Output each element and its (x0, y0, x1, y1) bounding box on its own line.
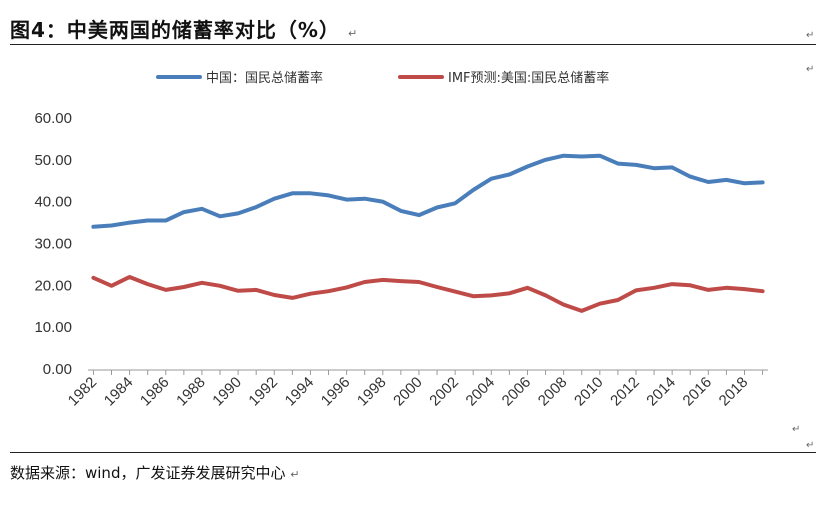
legend-label-china: 中国：国民总储蓄率 (206, 70, 323, 86)
x-tick-label: 2000 (390, 374, 426, 410)
x-tick-label: 2016 (680, 374, 716, 410)
x-tick-label: 2006 (499, 374, 535, 410)
x-tick-label: 2014 (643, 374, 679, 410)
y-tick-label: 20.00 (34, 277, 72, 294)
y-axis: 0.00 10.00 20.00 30.00 40.00 50.00 60.00 (34, 110, 72, 378)
x-tick-label: 1992 (245, 374, 281, 410)
x-tick-label: 2012 (607, 374, 643, 410)
chart-series (91, 153, 765, 313)
x-tick-label: 2010 (571, 374, 607, 410)
paragraph-mark-icon: ↵ (806, 440, 815, 451)
paragraph-mark-icon: ↵ (290, 468, 300, 481)
x-tick-label: 2018 (716, 374, 752, 410)
x-tick-label: 1986 (137, 374, 173, 410)
x-tick-label: 1982 (65, 374, 101, 410)
x-tick-label: 1984 (101, 374, 137, 410)
figure-title-text: 图4：中美两国的储蓄率对比（%） (10, 18, 340, 42)
series-line-china (91, 153, 765, 229)
paragraph-mark-icon: ↵ (347, 27, 359, 40)
source-note: 数据来源：wind，广发证券发展研究中心 ↵ (10, 462, 299, 483)
paragraph-mark-icon: ↵ (806, 64, 815, 75)
chart-legend: 中国：国民总储蓄率 IMF预测:美国:国民总储蓄率 (156, 70, 609, 86)
y-tick-label: 0.00 (43, 361, 72, 378)
x-tick-label: 2008 (535, 374, 571, 410)
top-rule (10, 44, 816, 45)
bottom-rule (10, 452, 816, 453)
y-tick-label: 10.00 (34, 319, 72, 336)
y-tick-label: 40.00 (34, 194, 72, 211)
series-line-us (91, 275, 765, 313)
x-tick-label: 1998 (354, 374, 390, 410)
x-tick-label: 1990 (209, 374, 245, 410)
x-tick-label: 2004 (463, 374, 499, 410)
x-tick-label: 1996 (318, 374, 354, 410)
x-tick-label: 2002 (426, 374, 462, 410)
y-tick-label: 30.00 (34, 236, 72, 253)
x-tick-label: 1994 (282, 374, 318, 410)
y-tick-label: 60.00 (34, 110, 72, 127)
x-tick-label: 1988 (173, 374, 209, 410)
x-axis: 1982 1984 1986 1988 1990 1992 1994 1996 1998 2000… (65, 369, 768, 410)
paragraph-mark-icon: ↵ (792, 424, 801, 435)
paragraph-mark-icon: ↵ (806, 30, 815, 41)
legend-label-us: IMF预测:美国:国民总储蓄率 (448, 70, 609, 86)
y-tick-label: 50.00 (34, 152, 72, 169)
figure-title: 图4：中美两国的储蓄率对比（%） ↵ (10, 14, 358, 43)
source-text: 数据来源：wind，广发证券发展研究中心 (10, 464, 286, 482)
